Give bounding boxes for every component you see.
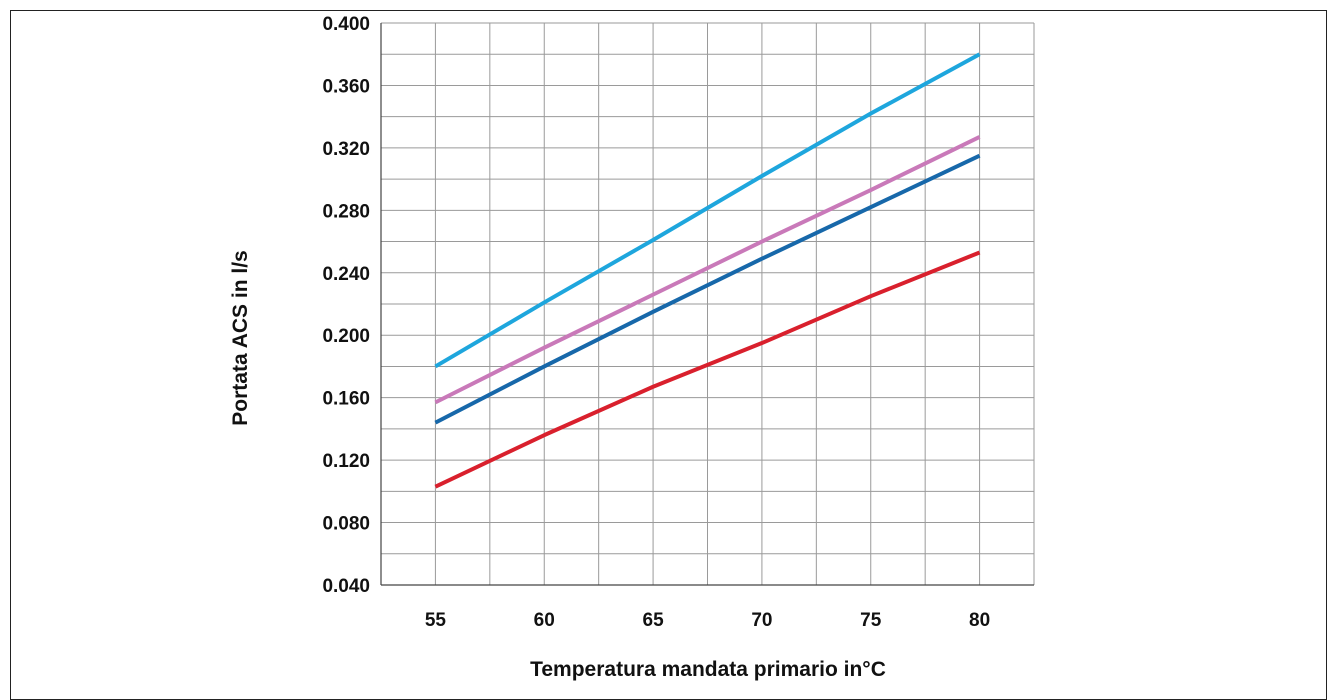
x-tick-label: 60: [534, 610, 555, 631]
y-tick-labels: 0.040 0.080 0.120 0.160 0.200 0.240 0.280 0.320…: [322, 14, 370, 597]
y-tick-label: 0.040: [322, 576, 370, 597]
axes: [380, 23, 1034, 586]
y-tick-label: 0.200: [322, 326, 370, 347]
y-tick-label: 0.080: [322, 514, 370, 535]
series-line-3: [434, 153, 981, 425]
series-line-1: [434, 52, 981, 369]
y-tick-label: 0.280: [322, 201, 370, 222]
y-tick-label: 0.120: [322, 451, 370, 472]
x-tick-labels: 55 60 65 70 75 80: [425, 610, 990, 631]
line-chart: 0.040 0.080 0.120 0.160 0.200 0.240 0.280 0.320…: [229, 14, 1035, 681]
x-tick-label: 80: [969, 610, 990, 631]
series-line-4: [434, 250, 981, 489]
y-tick-label: 0.160: [322, 389, 370, 410]
series-lines: [434, 52, 981, 489]
x-tick-label: 75: [860, 610, 882, 631]
series-line-2: [434, 135, 981, 405]
y-tick-label: 0.400: [322, 14, 370, 35]
y-tick-label: 0.320: [322, 139, 370, 160]
x-axis-label: Temperatura mandata primario in°C: [530, 658, 886, 681]
y-tick-label: 0.360: [322, 76, 370, 97]
grid: [380, 22, 1035, 586]
y-axis-label: Portata ACS in l/s: [229, 250, 252, 425]
x-tick-label: 65: [643, 610, 665, 631]
y-tick-label: 0.240: [322, 264, 370, 285]
x-tick-label: 55: [425, 610, 447, 631]
x-tick-label: 70: [751, 610, 772, 631]
